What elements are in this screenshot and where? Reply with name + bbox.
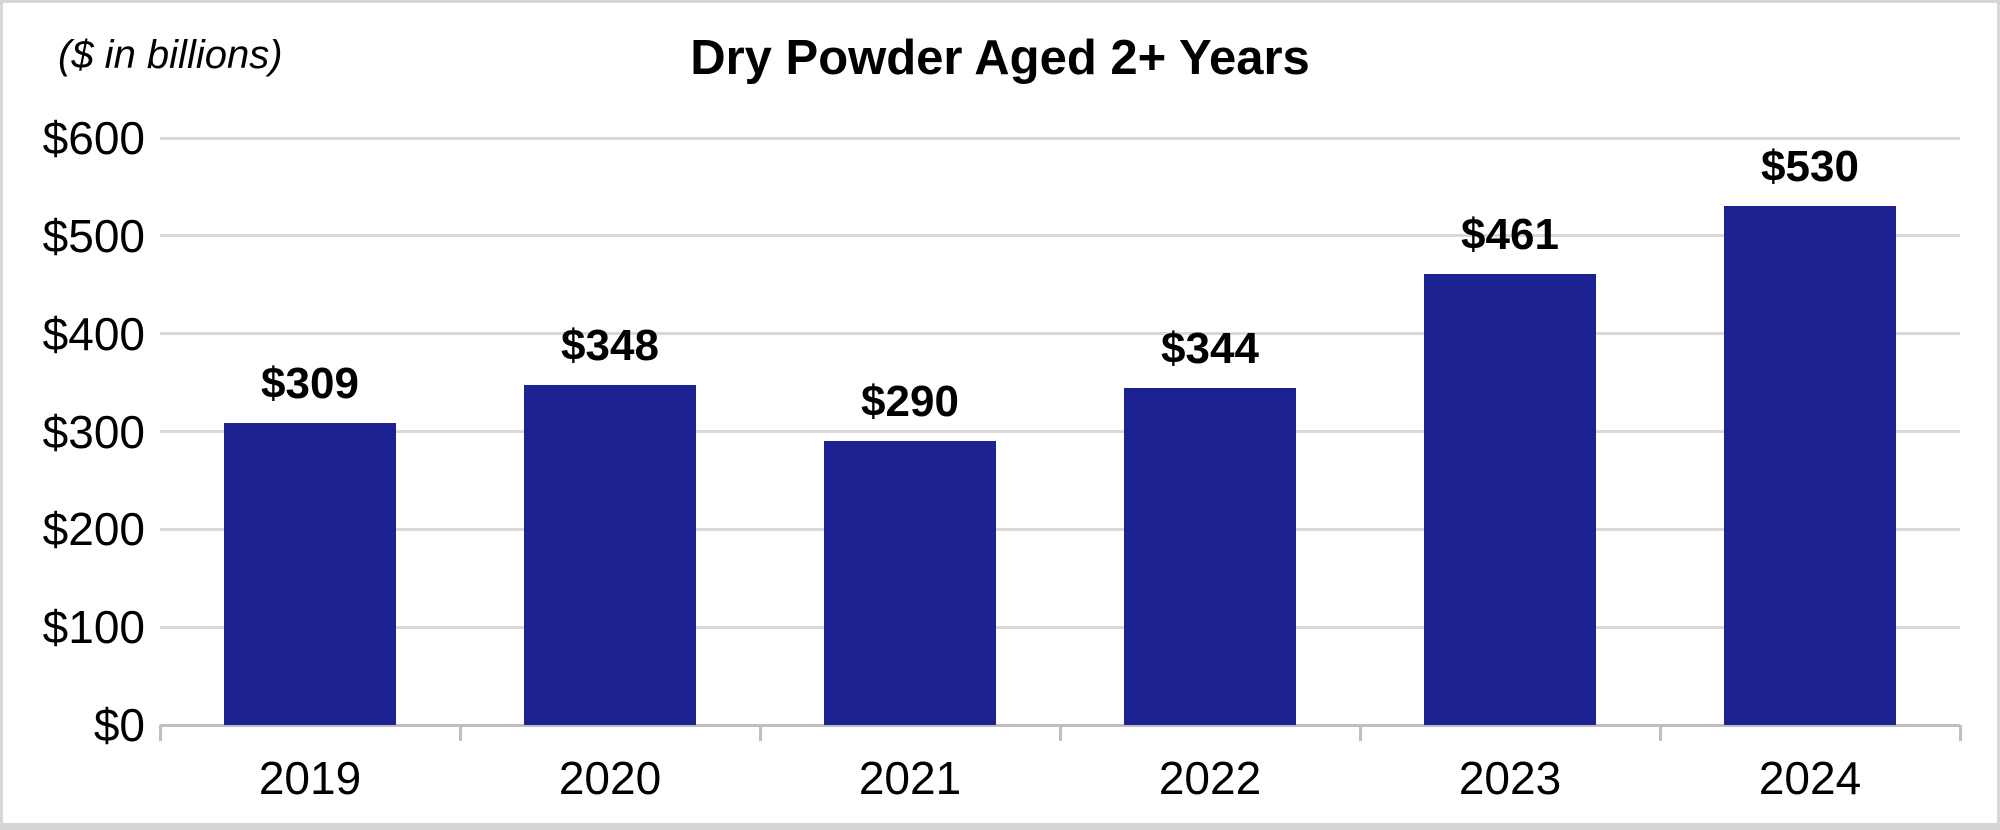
units-note: ($ in billions) — [58, 33, 283, 77]
bar-value-label: $344 — [1161, 324, 1259, 374]
y-tick-label: $0 — [93, 699, 145, 751]
bar-value-label: $309 — [261, 358, 359, 408]
x-axis-tick — [758, 725, 762, 741]
bar-2024 — [1724, 206, 1896, 725]
y-tick-label: $300 — [42, 405, 145, 458]
chart-title: Dry Powder Aged 2+ Years — [690, 31, 1310, 85]
gridline — [160, 430, 1960, 433]
y-tick-label: $600 — [42, 112, 145, 164]
gridline — [160, 136, 1960, 140]
x-axis-label: 2020 — [558, 752, 662, 804]
bar-2020 — [524, 384, 696, 725]
y-tick-label: $400 — [42, 307, 145, 360]
x-axis-tick — [158, 725, 162, 741]
x-axis-label: 2024 — [1758, 752, 1862, 804]
bar-value-label: $530 — [1761, 142, 1859, 192]
bar-2022 — [1124, 388, 1296, 725]
x-axis-tick — [1958, 725, 1962, 741]
gridline — [160, 332, 1960, 336]
y-tick-label: $500 — [42, 209, 145, 262]
x-axis-tick — [458, 725, 462, 741]
plot-area: $309 2019 $348 2020 $290 2021 $344 2022 $461 2023… — [158, 136, 1962, 804]
x-axis-label: 2022 — [1158, 752, 1262, 804]
y-tick-label: $200 — [42, 503, 145, 556]
gridline — [160, 234, 1960, 238]
bar-value-label: $461 — [1461, 209, 1559, 259]
x-axis-tick — [1658, 725, 1662, 741]
gridline — [160, 527, 1960, 531]
bar-2023 — [1424, 274, 1596, 725]
x-axis-tick — [1058, 725, 1062, 741]
y-tick-label: $100 — [42, 601, 145, 654]
bar-2019 — [224, 422, 396, 725]
x-axis-label: 2019 — [258, 752, 362, 804]
x-axis-label: 2021 — [858, 752, 962, 804]
bar-value-label: $348 — [561, 320, 659, 370]
x-axis-label: 2023 — [1458, 752, 1562, 804]
bar-value-label: $290 — [861, 377, 959, 427]
bar-2021 — [824, 441, 996, 725]
gridline — [160, 625, 1960, 629]
x-axis-tick — [1358, 725, 1362, 741]
